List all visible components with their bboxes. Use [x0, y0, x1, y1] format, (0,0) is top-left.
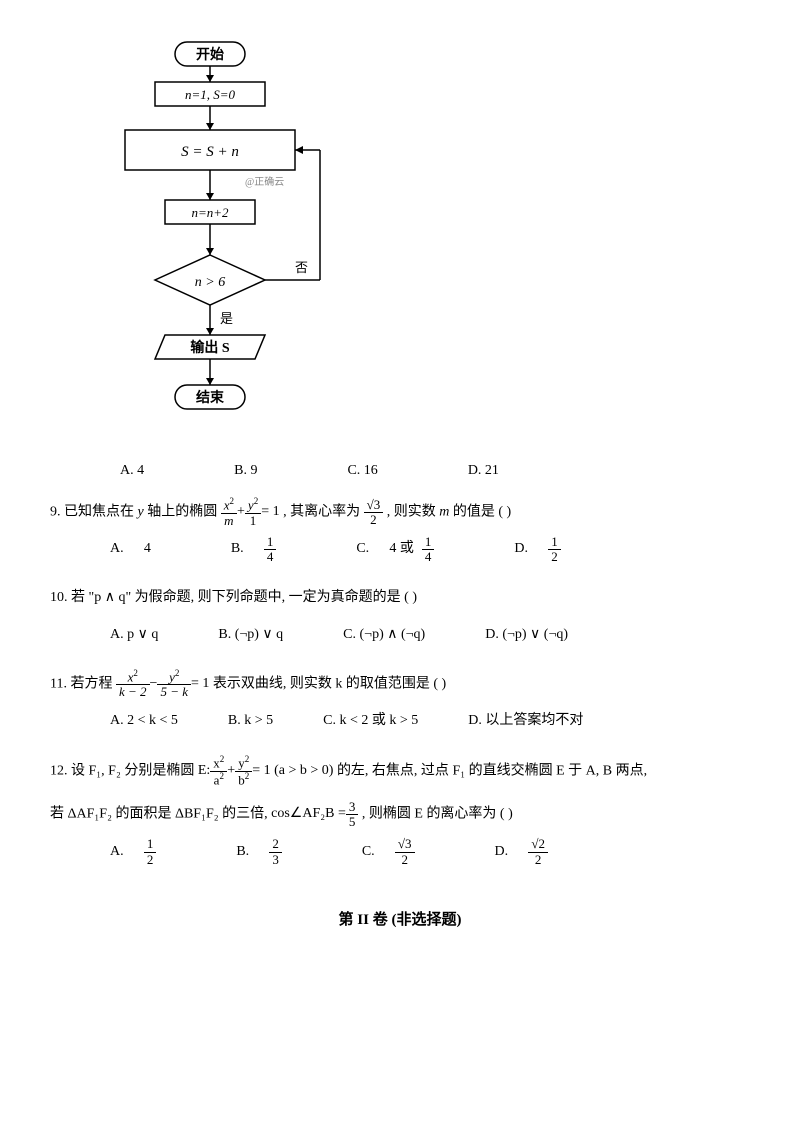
section-2-title: 第 II 卷 (非选择题)	[50, 908, 750, 929]
q9-eq: x2m + y21 = 1	[221, 497, 280, 528]
flow-start: 开始	[196, 46, 224, 63]
q12-stem-b: 分别是椭圆	[124, 763, 198, 778]
q12-options: A. 12 B. 23 C. √32 D. √22	[110, 837, 750, 868]
q10: 10. 若 "p ∧ q" 为假命题, 则下列命题中, 一定为真命题的是 ( )…	[50, 583, 750, 651]
q10-options: A. p ∨ q B. (¬p) ∨ q C. (¬p) ∧ (¬q) D. (…	[110, 620, 750, 651]
flow-proc1: S = S + n	[181, 144, 239, 160]
q12: 12. 设 F₁, F₂ 分别是椭圆 E: x2a2 + y2b2 = 1 (a…	[50, 755, 750, 867]
q12-stem-e: 于	[568, 763, 586, 778]
q10-stem: 10. 若 "p ∧ q" 为假命题, 则下列命题中, 一定为真命题的是 ( )	[50, 583, 750, 614]
flow-init: n=1, S=0	[185, 87, 236, 102]
q9-opt-d: D. 12	[514, 534, 560, 565]
flow-no: 否	[295, 260, 308, 275]
q9-stem-c: , 其离心率为	[283, 505, 364, 520]
q11-stem-a: 11. 若方程	[50, 677, 116, 692]
q8-opt-c: C. 16	[347, 463, 377, 479]
q9-var-m: m	[439, 505, 449, 520]
q12-f1: F₁	[452, 763, 465, 778]
q10-opt-c: C. (¬p) ∧ (¬q)	[343, 620, 425, 651]
q8-opt-a: A. 4	[120, 463, 144, 479]
q8-opt-b: B. 9	[234, 463, 257, 479]
q9-var-y: y	[138, 505, 144, 520]
q12-opt-a: A. 12	[110, 837, 156, 868]
q9-stem-a: 9. 已知焦点在	[50, 505, 138, 520]
q12-tri2: ΔBF₁F₂	[175, 807, 219, 822]
flow-end: 结束	[196, 389, 225, 406]
q12-cos: cos∠AF₂B = 35	[271, 799, 358, 830]
q12-E: E	[556, 763, 565, 778]
q11-opt-b: B. k > 5	[228, 706, 273, 737]
q10-opt-d: D. (¬p) ∨ (¬q)	[485, 620, 568, 651]
flow-watermark: @正确云	[245, 175, 284, 188]
q12-line2-c: 的三倍,	[222, 807, 271, 822]
q12-opt-d: D. √22	[495, 837, 548, 868]
q11-opt-a: A. 2 < k < 5	[110, 706, 178, 737]
q9-stem-d: , 则实数	[387, 505, 440, 520]
q12-eq: E: x2a2 + y2b2 = 1 (a > b > 0)	[198, 755, 334, 787]
q12-f1f2: F₁, F₂	[89, 763, 121, 778]
q12-line2-d: , 则椭圆	[362, 807, 415, 822]
flow-output: 输出 S	[190, 339, 229, 356]
q9-opt-a: A. 4	[110, 534, 151, 565]
q8-opt-d: D. 21	[468, 463, 499, 479]
q11-eq: x2k − 2 − y25 − k = 1	[116, 669, 209, 700]
q9-stem-e: 的值是 ( )	[453, 505, 511, 520]
q9-opt-c: C. 4 或 14	[356, 534, 434, 565]
q12-stem-a: 12. 设	[50, 763, 89, 778]
q12-line2-e: 的离心率为 ( )	[426, 807, 512, 822]
q9-options: A. 4 B. 14 C. 4 或 14 D. 12	[110, 534, 750, 565]
q9-ecc: √32	[364, 498, 384, 528]
q12-stem-f: 两点,	[616, 763, 648, 778]
flow-cond: n > 6	[195, 275, 225, 290]
q11-stem-b: 表示双曲线, 则实数 k 的取值范围是 ( )	[213, 677, 446, 692]
q12-line2-a: 若	[50, 807, 68, 822]
q9: 9. 已知焦点在 y 轴上的椭圆 x2m + y21 = 1 , 其离心率为 √…	[50, 497, 750, 565]
q8-options: A. 4 B. 9 C. 16 D. 21	[120, 463, 750, 479]
flow-proc2: n=n+2	[191, 205, 229, 220]
q12-AB: A, B	[586, 763, 612, 778]
q11: 11. 若方程 x2k − 2 − y25 − k = 1 表示双曲线, 则实数…	[50, 669, 750, 737]
q12-tri1: ΔAF₁F₂	[68, 807, 112, 822]
q9-opt-b: B. 14	[231, 534, 277, 565]
flowchart: 开始 n=1, S=0 S = S + n @正确云 n=n+2 n > 6 否…	[120, 40, 750, 445]
q12-E2: E	[414, 807, 423, 822]
q11-options: A. 2 < k < 5 B. k > 5 C. k < 2 或 k > 5 D…	[110, 706, 750, 737]
q11-opt-d: D. 以上答案均不对	[468, 706, 583, 737]
q12-line2-b: 的面积是	[115, 807, 175, 822]
q9-stem-b: 轴上的椭圆	[147, 505, 221, 520]
q12-opt-b: B. 23	[236, 837, 282, 868]
q12-stem-c: 的左, 右焦点, 过点	[337, 763, 453, 778]
q10-opt-b: B. (¬p) ∨ q	[218, 620, 283, 651]
flow-yes: 是	[220, 311, 233, 326]
q12-stem-d: 的直线交椭圆	[469, 763, 557, 778]
q10-opt-a: A. p ∨ q	[110, 620, 158, 651]
q11-opt-c: C. k < 2 或 k > 5	[323, 706, 418, 737]
q12-opt-c: C. √32	[362, 837, 415, 868]
